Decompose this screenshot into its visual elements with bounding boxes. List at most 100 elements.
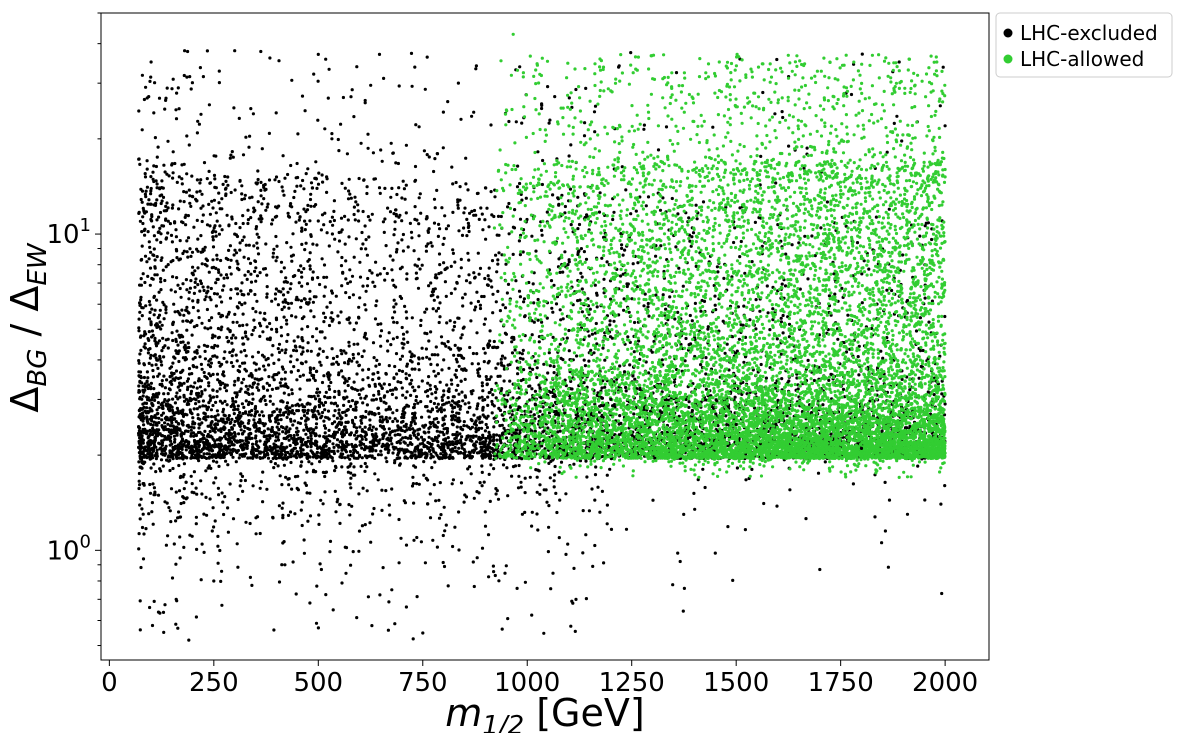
excluded-point (538, 492, 542, 496)
excluded-point (205, 452, 209, 456)
excluded-point (481, 228, 485, 232)
excluded-point (542, 488, 546, 492)
excluded-point (230, 217, 234, 221)
excluded-point (282, 315, 286, 319)
excluded-point (166, 139, 170, 143)
excluded-point (220, 603, 224, 607)
excluded-point (323, 285, 327, 289)
excluded-point (337, 392, 341, 397)
excluded-point (400, 369, 405, 373)
excluded-point (361, 378, 365, 382)
excluded-point (404, 143, 408, 147)
excluded-point (457, 392, 461, 396)
excluded-point (575, 354, 579, 358)
excluded-point (174, 117, 179, 121)
excluded-point (149, 189, 153, 193)
excluded-point (218, 436, 222, 440)
excluded-point (367, 367, 371, 371)
excluded-point (642, 127, 646, 131)
excluded-point (483, 276, 487, 281)
excluded-point (355, 360, 359, 364)
excluded-point (153, 265, 157, 269)
excluded-point (558, 429, 562, 433)
excluded-point (201, 399, 205, 403)
excluded-point (438, 263, 442, 267)
excluded-point (361, 414, 365, 418)
excluded-point (282, 391, 286, 395)
excluded-point (201, 213, 205, 217)
excluded-point (456, 433, 460, 437)
excluded-point (260, 353, 265, 357)
excluded-point (196, 119, 200, 123)
excluded-point (486, 342, 490, 346)
excluded-point (670, 196, 674, 201)
excluded-point (829, 372, 833, 376)
excluded-point (137, 326, 141, 330)
excluded-point (216, 378, 220, 382)
excluded-point (232, 253, 236, 257)
excluded-point (269, 460, 273, 464)
excluded-point (537, 340, 541, 344)
excluded-point (333, 409, 337, 413)
excluded-point (430, 244, 434, 248)
excluded-point (146, 202, 150, 206)
excluded-point (506, 205, 510, 209)
excluded-point (376, 453, 381, 457)
excluded-point (687, 400, 691, 404)
excluded-point (300, 275, 304, 279)
excluded-point (256, 444, 260, 448)
excluded-point (396, 161, 400, 166)
excluded-point (597, 210, 602, 214)
excluded-point (394, 396, 398, 400)
excluded-point (292, 433, 296, 438)
excluded-point (446, 396, 450, 400)
excluded-point (660, 358, 664, 362)
excluded-point (169, 439, 173, 443)
excluded-point (160, 379, 164, 383)
excluded-point (781, 331, 785, 335)
excluded-point (231, 320, 235, 324)
excluded-point (434, 345, 438, 349)
excluded-point (203, 245, 207, 249)
excluded-point (414, 271, 418, 275)
excluded-point (362, 349, 366, 353)
excluded-point (175, 406, 179, 410)
excluded-point (280, 563, 284, 567)
excluded-point (393, 417, 397, 421)
excluded-point (227, 223, 231, 227)
excluded-point (285, 339, 289, 343)
excluded-point (462, 420, 466, 424)
excluded-point (427, 430, 431, 434)
excluded-point (289, 163, 293, 168)
excluded-point (277, 342, 282, 346)
excluded-point (241, 312, 245, 316)
excluded-point (531, 367, 535, 371)
excluded-point (472, 110, 476, 114)
excluded-point (538, 483, 542, 487)
excluded-point (230, 150, 234, 154)
excluded-point (841, 387, 846, 391)
excluded-point (459, 266, 463, 270)
excluded-point (187, 143, 191, 147)
excluded-point (281, 400, 285, 404)
excluded-point (208, 181, 213, 185)
excluded-point (219, 273, 223, 277)
excluded-point (426, 381, 430, 385)
excluded-point (518, 181, 522, 186)
excluded-point (169, 365, 174, 369)
excluded-point (189, 87, 193, 91)
excluded-point (534, 249, 538, 253)
excluded-point (320, 213, 325, 217)
excluded-point (159, 258, 163, 262)
excluded-point (216, 419, 220, 423)
excluded-point (453, 343, 457, 347)
excluded-point (221, 500, 225, 504)
excluded-point (441, 423, 445, 427)
excluded-point (382, 266, 386, 271)
excluded-point (167, 174, 171, 178)
excluded-point (171, 77, 175, 81)
excluded-point (419, 211, 423, 215)
excluded-point (360, 524, 364, 528)
excluded-point (210, 455, 214, 459)
